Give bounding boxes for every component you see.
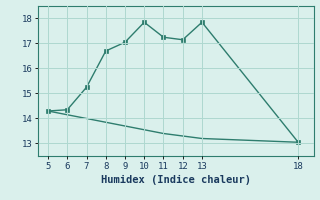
X-axis label: Humidex (Indice chaleur): Humidex (Indice chaleur) (101, 175, 251, 185)
